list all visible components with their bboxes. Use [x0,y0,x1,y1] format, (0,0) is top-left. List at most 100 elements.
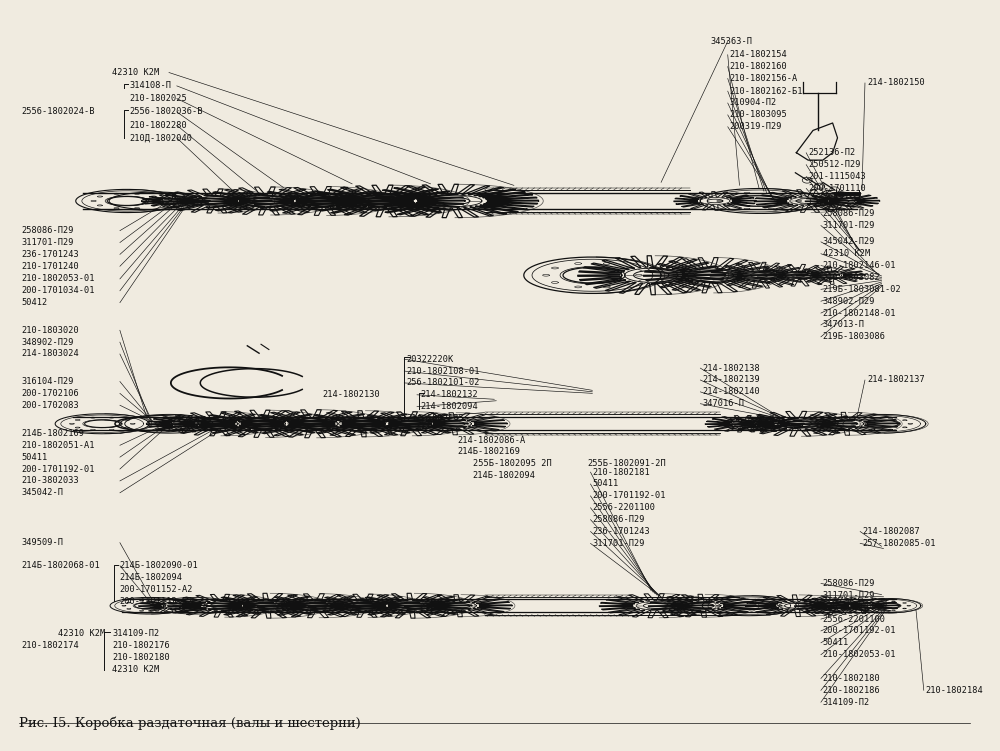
Text: 42310 К2М: 42310 К2М [112,665,159,674]
Text: 200-1702083: 200-1702083 [22,401,80,410]
Text: 50411: 50411 [592,479,619,488]
Text: 214-1802132: 214-1802132 [421,391,479,400]
Text: 316104-П29: 316104-П29 [22,377,74,386]
Text: 311701-П29: 311701-П29 [592,539,645,547]
Text: 2556-1802024-В: 2556-1802024-В [22,107,95,116]
Text: 200-1701192-01: 200-1701192-01 [22,465,95,474]
Text: 200-1702106: 200-1702106 [22,389,80,398]
Text: 210-1802025: 210-1802025 [130,94,187,103]
Text: 258086-П29: 258086-П29 [823,579,875,588]
Text: 50411: 50411 [823,638,849,647]
Text: 236-1701243: 236-1701243 [592,527,650,536]
Text: 256-1802101-02: 256-1802101-02 [406,379,480,388]
Text: 214-1802139: 214-1802139 [702,376,760,385]
Text: 210-1802162-Б1: 210-1802162-Б1 [730,86,803,95]
Text: 345042-П29: 345042-П29 [823,237,875,246]
Text: Рис. I5. Коробка раздаточная (валы и шестерни): Рис. I5. Коробка раздаточная (валы и шес… [19,717,361,731]
Text: 214Б-1802169: 214Б-1802169 [457,448,520,457]
Text: 311701-П29: 311701-П29 [823,221,875,230]
Text: 210-1802156-А: 210-1802156-А [730,74,798,83]
Text: 214-1802137: 214-1802137 [867,376,925,385]
Text: 210-1802146-01: 210-1802146-01 [823,261,896,270]
Text: 214Б-1802169: 214Б-1802169 [22,429,85,438]
Text: 210-1802184: 210-1802184 [926,686,984,695]
Text: 210Д-1802040: 210Д-1802040 [130,134,193,143]
Text: 210-3802033: 210-3802033 [22,476,80,485]
Text: 214-1802135: 214-1802135 [406,414,464,423]
Text: 20322220К: 20322220К [406,354,453,363]
Text: 50411: 50411 [22,453,48,462]
Text: 201-1115043: 201-1115043 [808,172,866,181]
Text: 210-1802176: 210-1802176 [112,641,170,650]
Text: 210-1802108-01: 210-1802108-01 [406,366,480,376]
Text: 214-1802086-А: 214-1802086-А [457,436,525,445]
Text: 42310 К2М: 42310 К2М [112,68,159,77]
Text: 311701-П29: 311701-П29 [823,591,875,600]
Text: 210-1803020: 210-1803020 [22,326,80,335]
Text: 210-1802148-01: 210-1802148-01 [823,309,896,318]
Text: 250512-П29: 250512-П29 [808,160,861,169]
Text: 210-1802280: 210-1802280 [130,121,187,130]
Text: 200-1701113-Б2: 200-1701113-Б2 [120,597,193,606]
Text: 258086-П29: 258086-П29 [22,226,74,235]
Text: 349509-П: 349509-П [22,538,64,547]
Text: 210-1802186: 210-1802186 [823,686,881,695]
Text: 210-1802180: 210-1802180 [823,674,881,683]
Text: 314109-П2: 314109-П2 [823,698,870,707]
Text: 257-1802085-01: 257-1802085-01 [862,539,936,547]
Text: 345363-П: 345363-П [710,37,752,46]
Text: 210-1802180: 210-1802180 [112,653,170,662]
Text: 219Б-1803081-02: 219Б-1803081-02 [823,285,902,294]
Text: 348902-П29: 348902-П29 [22,338,74,346]
Text: 2556-1802036-В: 2556-1802036-В [130,107,203,116]
Text: 236-1701243: 236-1701243 [22,250,80,259]
Text: 314109-П2: 314109-П2 [112,629,159,638]
Text: 258086-П29: 258086-П29 [592,515,645,524]
Text: 200-1701110: 200-1701110 [808,184,866,193]
Text: 200-1701034-01: 200-1701034-01 [22,286,95,295]
Text: 214-1802130: 214-1802130 [323,391,381,400]
Text: 214-1803024: 214-1803024 [22,349,80,358]
Text: 311701-П29: 311701-П29 [22,238,74,247]
Text: 200-1701192-01: 200-1701192-01 [592,491,666,500]
Text: 347016-П: 347016-П [702,400,744,409]
Text: 42310 К2М: 42310 К2М [823,249,870,258]
Text: 210-1802053-01: 210-1802053-01 [823,650,896,659]
Text: 210-1802160: 210-1802160 [730,62,787,71]
Text: 236-1701243: 236-1701243 [823,603,881,612]
Text: 214-1802150: 214-1802150 [867,78,925,87]
Text: 210-1802174: 210-1802174 [22,641,80,650]
Text: 258086-П29: 258086-П29 [823,209,875,218]
Text: 214-1802140: 214-1802140 [702,388,760,397]
Text: 314108-П: 314108-П [130,81,172,90]
Text: 219Б-1803086: 219Б-1803086 [823,333,886,342]
Text: 210-1803095: 210-1803095 [730,110,787,119]
Text: 255Б-1802095 2П: 255Б-1802095 2П [473,460,552,469]
Text: 2556-2201100: 2556-2201100 [592,503,655,512]
Text: 345042-П: 345042-П [22,488,64,497]
Text: 214-1802138: 214-1802138 [702,363,760,372]
Text: 200-1701152-А2: 200-1701152-А2 [120,585,193,594]
Text: 255Б-1802091-2П: 255Б-1802091-2П [588,460,666,469]
Text: 347013-П: 347013-П [823,321,865,330]
Text: 2556-2201100: 2556-2201100 [823,614,886,623]
Text: 348902-П29: 348902-П29 [823,297,875,306]
Text: 214Б-1802090-01: 214Б-1802090-01 [120,561,199,570]
Text: 310904-П2: 310904-П2 [730,98,777,107]
Text: 210-1802053-01: 210-1802053-01 [22,274,95,283]
Text: 200-1701192-01: 200-1701192-01 [823,626,896,635]
Text: 214Б-1802094: 214Б-1802094 [120,573,183,582]
Text: 210-1802051-А1: 210-1802051-А1 [22,441,95,450]
Text: 42310 К2М: 42310 К2М [58,629,105,638]
Text: 214-1802087: 214-1802087 [862,527,920,536]
Text: 252136-П2: 252136-П2 [808,148,855,157]
Text: 214-1802094: 214-1802094 [421,403,479,412]
Text: 200319-П29: 200319-П29 [730,122,782,131]
Text: 214Б-1802094: 214Б-1802094 [473,472,536,480]
Text: 210-1701240: 210-1701240 [22,262,80,271]
Text: 50412: 50412 [22,298,48,307]
Text: 210-1803082: 210-1803082 [823,273,881,282]
Text: 210-1802181: 210-1802181 [592,468,650,477]
Text: 214Б-1802068-01: 214Б-1802068-01 [22,561,101,570]
Text: 214-1802154: 214-1802154 [730,50,787,59]
